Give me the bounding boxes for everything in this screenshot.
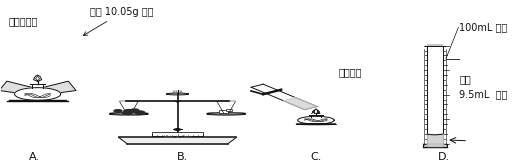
Polygon shape: [0, 81, 35, 95]
Circle shape: [135, 111, 144, 114]
Bar: [226, 109, 232, 111]
Circle shape: [122, 112, 129, 114]
Text: A.: A.: [29, 152, 40, 162]
Polygon shape: [40, 81, 76, 95]
Polygon shape: [423, 144, 447, 147]
Polygon shape: [427, 134, 443, 146]
Text: 点燃酒精灯: 点燃酒精灯: [8, 16, 38, 26]
Circle shape: [174, 129, 180, 131]
Text: B.: B.: [177, 152, 188, 162]
Ellipse shape: [109, 113, 148, 115]
Circle shape: [114, 110, 122, 112]
Text: Made  in  China: Made in China: [164, 135, 191, 139]
Circle shape: [136, 111, 145, 114]
Text: 液体加热: 液体加热: [339, 67, 362, 77]
Bar: [152, 132, 203, 136]
Polygon shape: [283, 98, 317, 110]
Circle shape: [124, 110, 134, 113]
Text: C.: C.: [310, 152, 321, 162]
Polygon shape: [33, 75, 42, 81]
Polygon shape: [119, 137, 237, 144]
Text: 100mL 量筒: 100mL 量筒: [460, 22, 508, 32]
Polygon shape: [15, 88, 61, 100]
Polygon shape: [297, 116, 334, 124]
Text: 9.5mL  液体: 9.5mL 液体: [460, 89, 508, 99]
Circle shape: [131, 109, 139, 112]
Ellipse shape: [207, 113, 245, 115]
Bar: [219, 110, 228, 113]
Circle shape: [125, 112, 132, 114]
Text: 称量 10.05g 固体: 称量 10.05g 固体: [83, 7, 154, 35]
Polygon shape: [312, 109, 320, 114]
Circle shape: [136, 112, 144, 115]
Text: D.: D.: [438, 152, 450, 162]
Ellipse shape: [166, 93, 189, 95]
Text: 量取: 量取: [460, 74, 471, 84]
